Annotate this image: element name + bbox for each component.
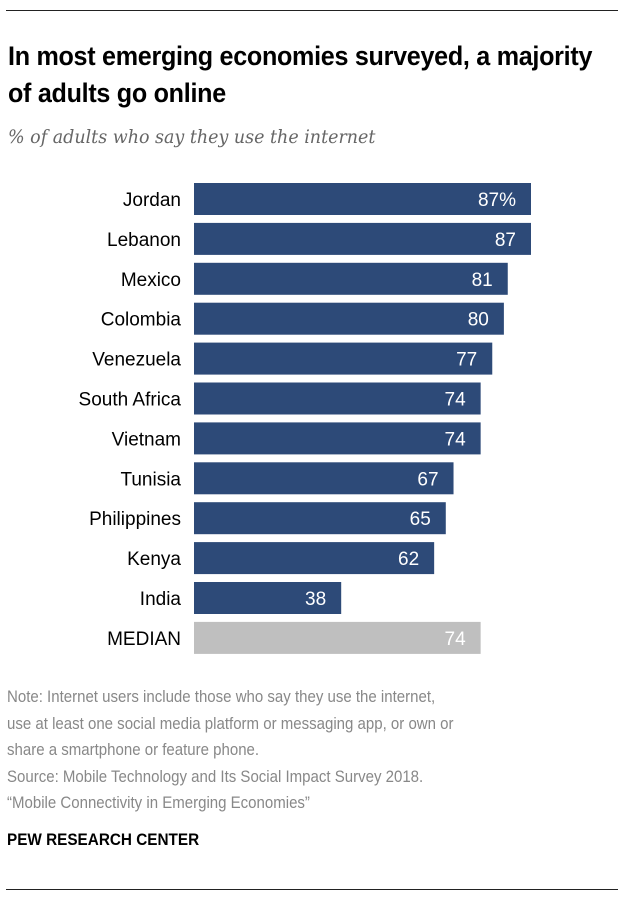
- category-label: Kenya: [127, 549, 181, 570]
- category-label: Tunisia: [120, 469, 181, 490]
- value-label: 87: [495, 230, 516, 251]
- value-label: 87%: [478, 190, 516, 211]
- chart-subtitle: % of adults who say they use the interne…: [8, 126, 376, 148]
- top-rule: [6, 10, 618, 11]
- category-label: Vietnam: [112, 429, 181, 450]
- category-label: MEDIAN: [107, 629, 181, 650]
- bar-jordan: [194, 183, 531, 215]
- note-line: share a smartphone or feature phone.: [7, 741, 260, 759]
- category-label: Philippines: [89, 509, 181, 530]
- bar-kenya: [194, 542, 435, 575]
- category-label: Venezuela: [92, 350, 181, 371]
- value-label: 80: [468, 310, 489, 331]
- bar-mexico: [194, 262, 508, 295]
- value-label: 65: [410, 509, 431, 530]
- category-label: South Africa: [79, 390, 182, 411]
- note-line: Note: Internet users include those who s…: [7, 688, 436, 706]
- bar-india: [194, 582, 342, 614]
- source-line: Source: Mobile Technology and Its Social…: [7, 767, 424, 786]
- value-label: 74: [445, 629, 467, 650]
- value-label: 38: [305, 589, 326, 610]
- chart-notes: Note: Internet users include those who s…: [7, 684, 589, 817]
- bar-venezuela: [194, 342, 493, 375]
- value-label: 74: [445, 390, 467, 411]
- bottom-rule: [6, 889, 618, 890]
- category-label: Colombia: [101, 310, 182, 331]
- median-bar: [194, 621, 481, 654]
- category-label: Jordan: [123, 190, 181, 211]
- value-label: 67: [417, 469, 438, 490]
- bar-philippines: [194, 502, 446, 535]
- value-label: 74: [445, 429, 467, 450]
- note-line: use at least one social media platform o…: [7, 714, 454, 733]
- bar-lebanon: [194, 222, 531, 255]
- chart-title: In most emerging economies surveyed, a m…: [8, 41, 593, 108]
- category-label: Mexico: [121, 270, 181, 291]
- category-label: India: [140, 589, 182, 610]
- bar-south-africa: [194, 382, 481, 415]
- bar-tunisia: [194, 462, 454, 495]
- bar-colombia: [194, 302, 504, 335]
- brand-logo-text: PEW RESEARCH CENTER: [7, 830, 200, 849]
- value-label: 77: [456, 350, 477, 371]
- source-line: “Mobile Connectivity in Emerging Economi…: [7, 794, 310, 812]
- value-label: 62: [398, 549, 419, 570]
- category-label: Lebanon: [107, 230, 181, 251]
- bar-chart: Jordan 87% Lebanon 87 Mexico 81 Colombia 80 Vene…: [79, 183, 531, 654]
- value-label: 81: [472, 270, 493, 291]
- bar-vietnam: [194, 422, 481, 455]
